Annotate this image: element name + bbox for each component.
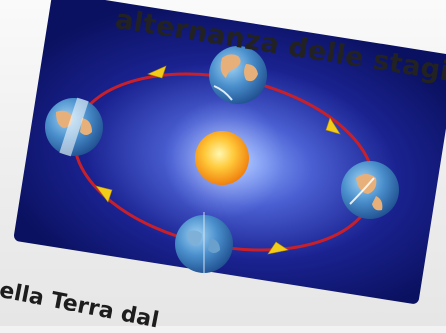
earth-icon — [175, 212, 233, 276]
orbit-arrow-top-left — [147, 65, 167, 79]
orbit-arrow-left — [95, 185, 113, 203]
earth-icon — [341, 161, 399, 219]
orbit-arrow-right — [325, 117, 341, 135]
seasons-diagram — [13, 0, 446, 304]
orbit-arrow-bottom — [267, 241, 289, 255]
orbit-arrow-icon — [95, 65, 341, 255]
sun-icon — [195, 131, 249, 185]
earth-icon — [209, 46, 267, 104]
earth-icon — [45, 97, 103, 157]
